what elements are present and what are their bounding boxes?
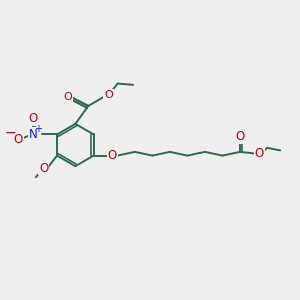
Text: O: O xyxy=(254,147,264,160)
Text: +: + xyxy=(34,124,42,134)
Text: O: O xyxy=(14,134,23,146)
Text: O: O xyxy=(104,90,113,100)
Text: O: O xyxy=(64,92,72,102)
Text: N: N xyxy=(28,128,37,141)
Text: O: O xyxy=(39,161,49,175)
Text: −: − xyxy=(5,126,16,140)
Text: O: O xyxy=(108,149,117,162)
Text: O: O xyxy=(236,130,244,143)
Text: O: O xyxy=(28,112,38,125)
